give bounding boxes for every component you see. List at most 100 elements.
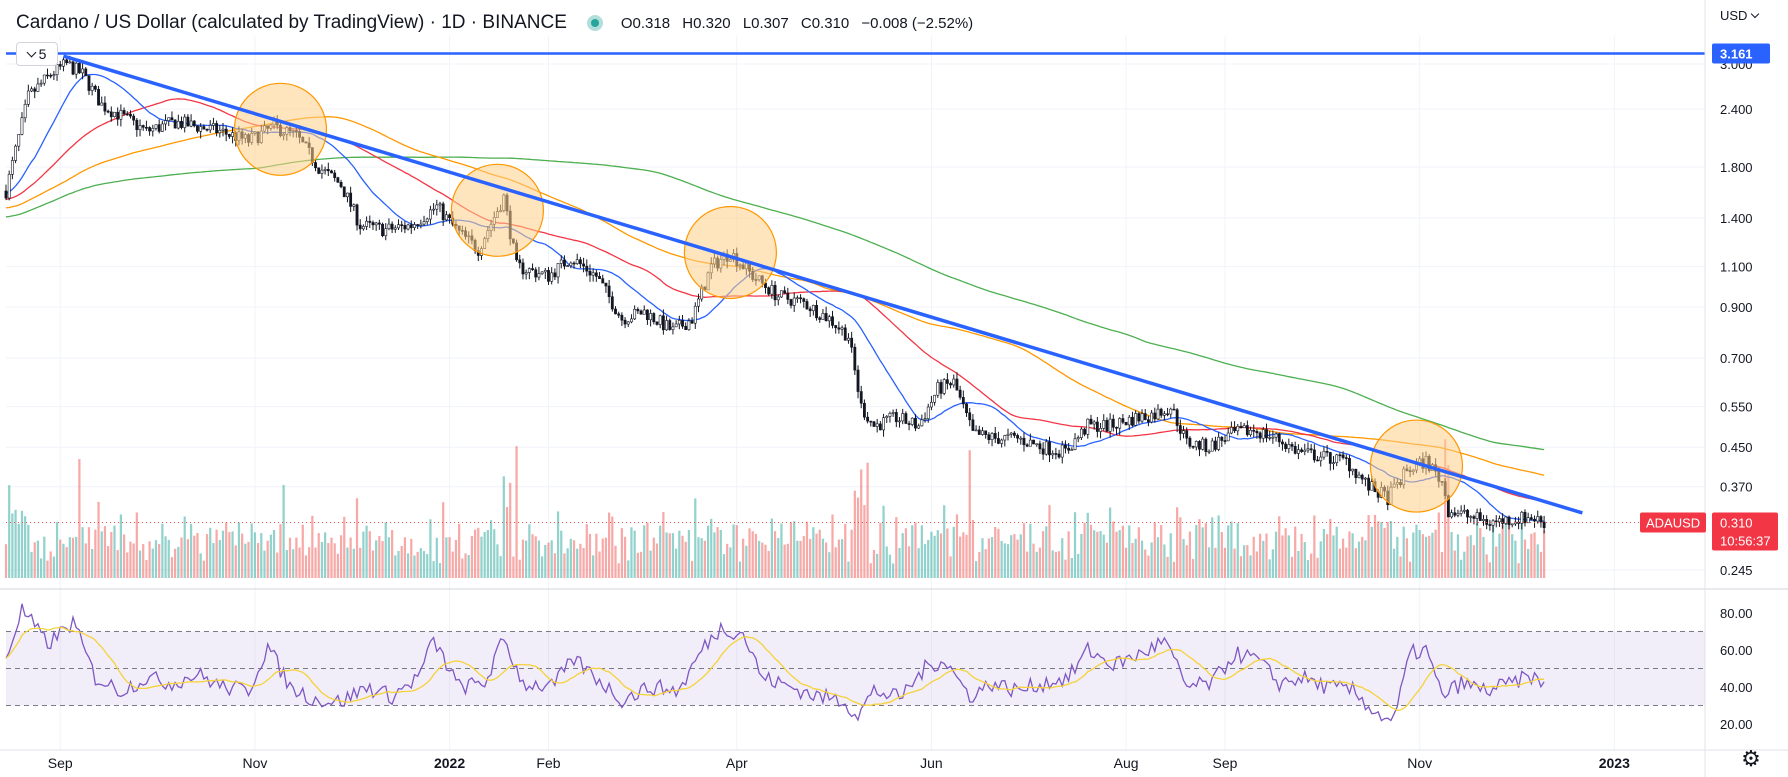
candle bbox=[1351, 468, 1355, 472]
volume-bar bbox=[879, 523, 882, 578]
volume-bar bbox=[885, 546, 888, 578]
volume-bar bbox=[892, 563, 895, 578]
candle bbox=[205, 128, 209, 131]
volume-bar bbox=[59, 539, 62, 578]
volume-bar bbox=[100, 531, 103, 578]
candle bbox=[690, 320, 694, 324]
x-tick-label: 2023 bbox=[1599, 755, 1630, 771]
volume-bar bbox=[1437, 512, 1440, 578]
candle bbox=[1255, 431, 1259, 434]
candle bbox=[527, 268, 531, 273]
candle bbox=[534, 269, 538, 278]
volume-bar bbox=[1262, 540, 1265, 578]
candle bbox=[336, 177, 340, 183]
last-price-label: 0.310 bbox=[1720, 515, 1753, 530]
volume-bar bbox=[330, 537, 333, 578]
y-tick-label: 0.450 bbox=[1720, 440, 1753, 455]
candle bbox=[435, 204, 439, 210]
volume-bar bbox=[1517, 563, 1520, 578]
volume-bar bbox=[659, 525, 662, 578]
candle bbox=[1536, 516, 1540, 522]
candle bbox=[1542, 521, 1546, 529]
candle bbox=[189, 120, 193, 127]
candle bbox=[1150, 412, 1154, 423]
candle bbox=[1265, 429, 1268, 439]
candle bbox=[100, 102, 104, 106]
candle bbox=[1513, 521, 1517, 525]
volume-bar bbox=[308, 547, 311, 578]
legend-collapse-button[interactable]: 5 bbox=[16, 42, 58, 66]
candle bbox=[655, 321, 659, 325]
candle bbox=[1510, 523, 1514, 526]
candle bbox=[215, 123, 219, 134]
candle bbox=[639, 310, 643, 315]
volume-bar bbox=[132, 543, 135, 578]
candle bbox=[926, 406, 930, 419]
highlight-circle[interactable] bbox=[233, 82, 328, 176]
volume-bar bbox=[81, 527, 84, 578]
volume-bar bbox=[84, 543, 87, 578]
trendline[interactable] bbox=[62, 54, 1583, 515]
volume-bar bbox=[1274, 531, 1278, 578]
candle bbox=[642, 309, 646, 315]
candle bbox=[1287, 444, 1291, 449]
volume-bar bbox=[1105, 542, 1109, 578]
candle bbox=[371, 222, 375, 226]
chart-title: Cardano / US Dollar (calculated by Tradi… bbox=[16, 12, 567, 33]
candle bbox=[103, 102, 107, 112]
open-value: O0.318 bbox=[620, 14, 671, 32]
volume-bar bbox=[49, 551, 52, 578]
volume-bar bbox=[11, 513, 14, 578]
volume-bar bbox=[525, 540, 528, 578]
volume-bar bbox=[1223, 547, 1227, 578]
currency-label: USD bbox=[1720, 8, 1748, 23]
candle bbox=[196, 125, 199, 132]
candle bbox=[965, 403, 968, 414]
candle bbox=[400, 224, 404, 226]
candle bbox=[1325, 451, 1329, 453]
candle bbox=[227, 134, 231, 137]
candle bbox=[438, 203, 442, 206]
candle bbox=[968, 412, 972, 421]
candle bbox=[1462, 509, 1466, 512]
volume-bar bbox=[1169, 533, 1172, 578]
volume-bar bbox=[994, 527, 997, 578]
volume-bar bbox=[413, 555, 416, 578]
volume-bar bbox=[71, 537, 75, 578]
candle bbox=[71, 61, 75, 75]
candle bbox=[1191, 445, 1195, 448]
volume-bar bbox=[1089, 524, 1093, 578]
volume-bar bbox=[505, 506, 509, 578]
volume-bar bbox=[630, 527, 633, 578]
volume-bar bbox=[429, 519, 432, 578]
highlight-circle[interactable] bbox=[1369, 419, 1464, 513]
candle bbox=[122, 110, 126, 115]
volume-bar bbox=[1166, 556, 1169, 578]
candle bbox=[1105, 420, 1109, 432]
volume-bar bbox=[547, 542, 550, 578]
highlight-circle[interactable] bbox=[683, 205, 777, 300]
volume-bar bbox=[36, 540, 40, 578]
settings-gear-icon[interactable]: ⚙ bbox=[1741, 746, 1761, 771]
currency-selector[interactable]: USD bbox=[1720, 8, 1760, 23]
volume-bar bbox=[735, 525, 738, 578]
volume-bar bbox=[946, 528, 949, 578]
candle bbox=[224, 128, 228, 135]
candle bbox=[129, 113, 132, 117]
volume-bar bbox=[327, 543, 330, 578]
volume-bar bbox=[1188, 531, 1192, 578]
volume-bar bbox=[1278, 516, 1281, 578]
volume-bar bbox=[154, 540, 158, 578]
candle bbox=[1003, 435, 1007, 441]
volume-bar bbox=[269, 534, 272, 578]
volume-bar bbox=[1013, 534, 1016, 578]
y-tick-label: 0.900 bbox=[1720, 300, 1753, 315]
highlight-circle[interactable] bbox=[450, 163, 545, 257]
candle bbox=[17, 134, 21, 147]
x-tick-label: Aug bbox=[1114, 755, 1139, 771]
candle bbox=[1539, 516, 1543, 523]
candle bbox=[1079, 428, 1083, 438]
low-value: L0.307 bbox=[742, 14, 789, 32]
volume-bar bbox=[770, 518, 773, 578]
